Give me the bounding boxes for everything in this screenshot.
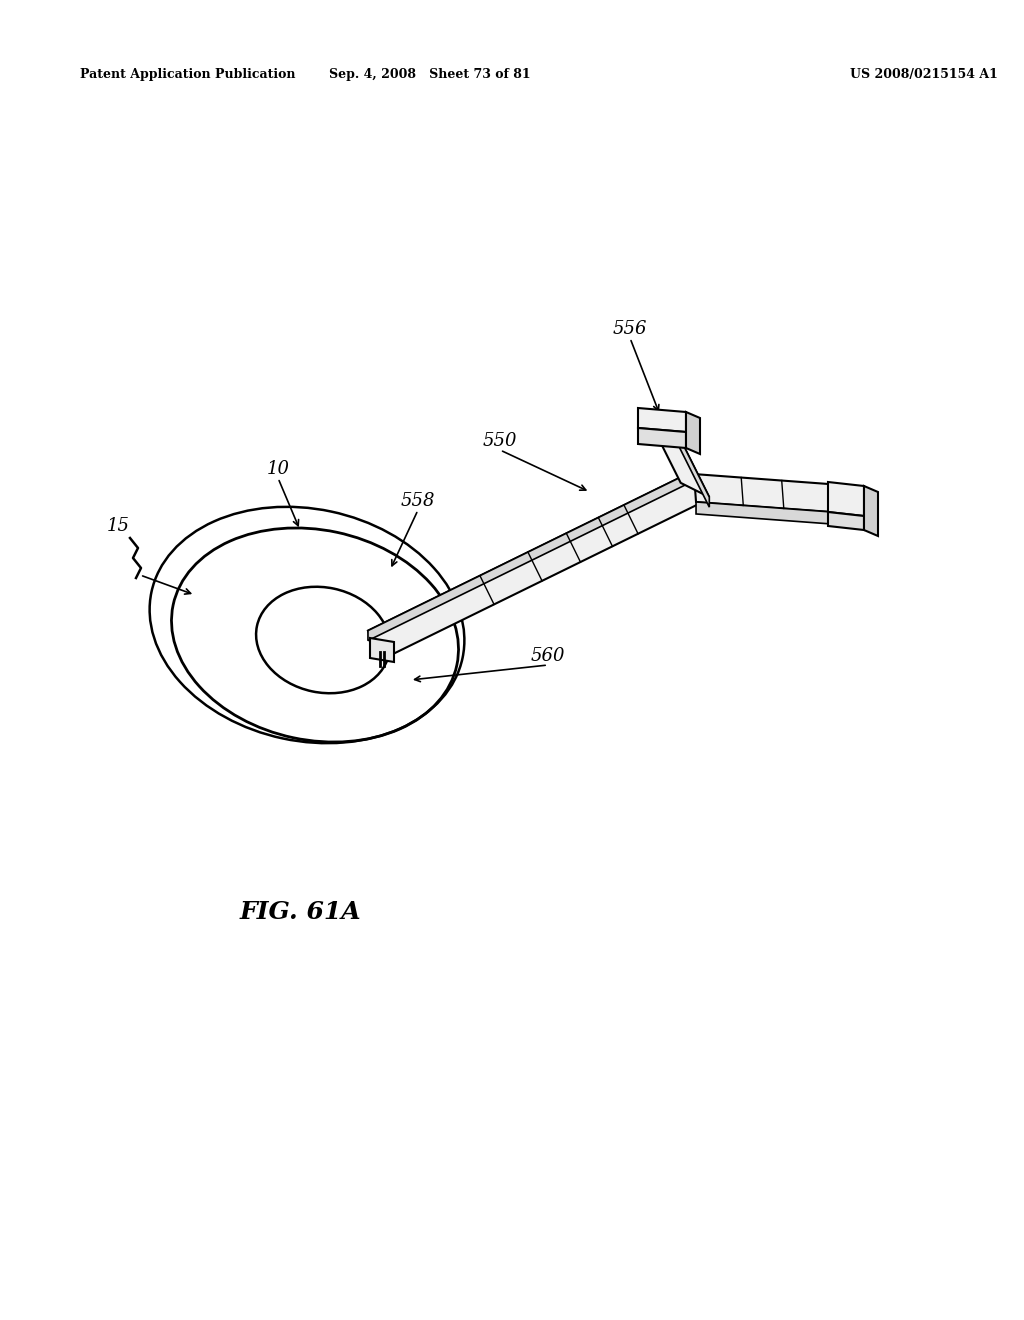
Polygon shape xyxy=(638,408,686,432)
Text: 558: 558 xyxy=(400,492,435,510)
Polygon shape xyxy=(864,486,878,536)
Polygon shape xyxy=(370,638,394,663)
Text: 10: 10 xyxy=(266,459,290,478)
Polygon shape xyxy=(694,474,831,512)
Polygon shape xyxy=(696,502,831,524)
Polygon shape xyxy=(675,428,710,507)
Polygon shape xyxy=(828,482,864,516)
Text: US 2008/0215154 A1: US 2008/0215154 A1 xyxy=(850,69,997,81)
Polygon shape xyxy=(686,412,700,454)
Text: 560: 560 xyxy=(530,647,565,665)
Polygon shape xyxy=(368,474,702,660)
Polygon shape xyxy=(368,474,688,640)
Text: 556: 556 xyxy=(612,319,647,338)
Text: Sep. 4, 2008   Sheet 73 of 81: Sep. 4, 2008 Sheet 73 of 81 xyxy=(329,69,530,81)
Polygon shape xyxy=(638,428,686,447)
Polygon shape xyxy=(828,512,864,531)
Polygon shape xyxy=(646,413,710,498)
Text: FIG. 61A: FIG. 61A xyxy=(240,900,361,924)
Text: 550: 550 xyxy=(482,432,517,450)
Text: 15: 15 xyxy=(106,517,129,535)
Text: Patent Application Publication: Patent Application Publication xyxy=(80,69,296,81)
